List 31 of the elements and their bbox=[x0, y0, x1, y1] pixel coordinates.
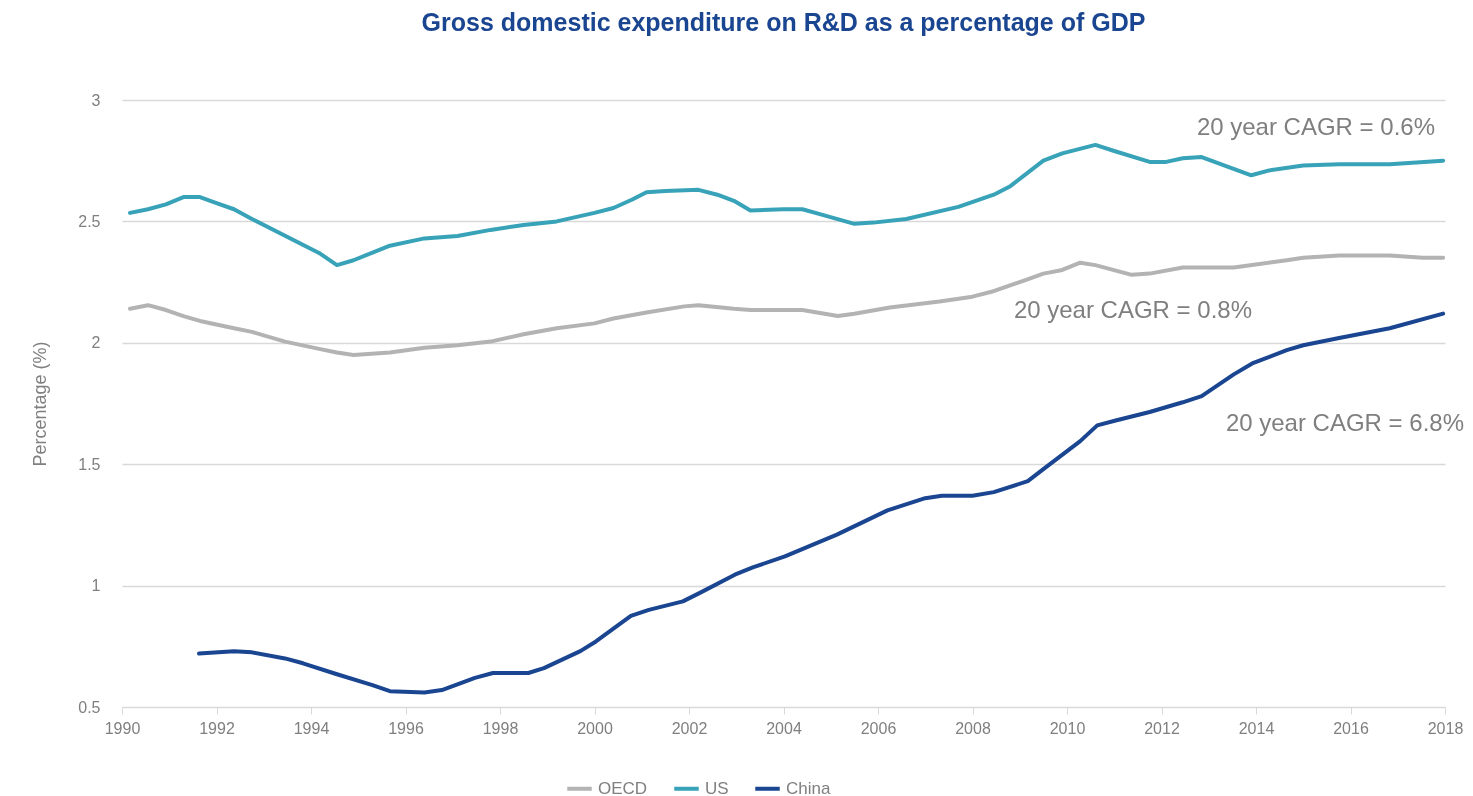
x-tick-label: 1990 bbox=[104, 719, 141, 737]
legend-label: US bbox=[705, 778, 729, 796]
y-tick-label: 1 bbox=[91, 577, 101, 595]
x-tick-label: 1996 bbox=[388, 719, 424, 737]
y-tick-label: 1.5 bbox=[78, 455, 101, 473]
x-tick-label: 2004 bbox=[766, 719, 802, 737]
annotation: 20 year CAGR = 6.8% bbox=[1225, 409, 1464, 436]
y-axis-title: Percentage (%) bbox=[30, 341, 51, 467]
x-tick-label: 2006 bbox=[860, 719, 897, 737]
y-tick-label: 3 bbox=[91, 91, 101, 109]
legend-label: OECD bbox=[598, 778, 648, 796]
x-tick-label: 2008 bbox=[955, 719, 991, 737]
y-tick-label: 2.5 bbox=[78, 212, 101, 230]
x-tick-label: 2002 bbox=[671, 719, 708, 737]
line-series bbox=[128, 142, 1446, 268]
y-tick-label: 2 bbox=[91, 334, 101, 352]
x-tick-label: 1994 bbox=[293, 719, 330, 737]
x-tick-label: 2010 bbox=[1049, 719, 1086, 737]
y-tick-label: 0.5 bbox=[78, 698, 101, 716]
x-tick-label: 1998 bbox=[482, 719, 519, 737]
legend-label: China bbox=[786, 778, 831, 796]
x-tick-label: 2018 bbox=[1427, 719, 1464, 737]
x-tick-label: 2000 bbox=[577, 719, 613, 737]
x-tick-label: 2016 bbox=[1333, 719, 1369, 737]
x-tick-label: 2012 bbox=[1144, 719, 1180, 737]
chart-title: Gross domestic expenditure on R&D as a percentage of GDP bbox=[421, 8, 1146, 36]
line-series bbox=[128, 253, 1446, 357]
x-tick-label: 1992 bbox=[199, 719, 235, 737]
x-tick-label: 2014 bbox=[1238, 719, 1275, 737]
annotation: 20 year CAGR = 0.8% bbox=[1013, 296, 1252, 323]
annotation: 20 year CAGR = 0.6% bbox=[1196, 113, 1435, 140]
